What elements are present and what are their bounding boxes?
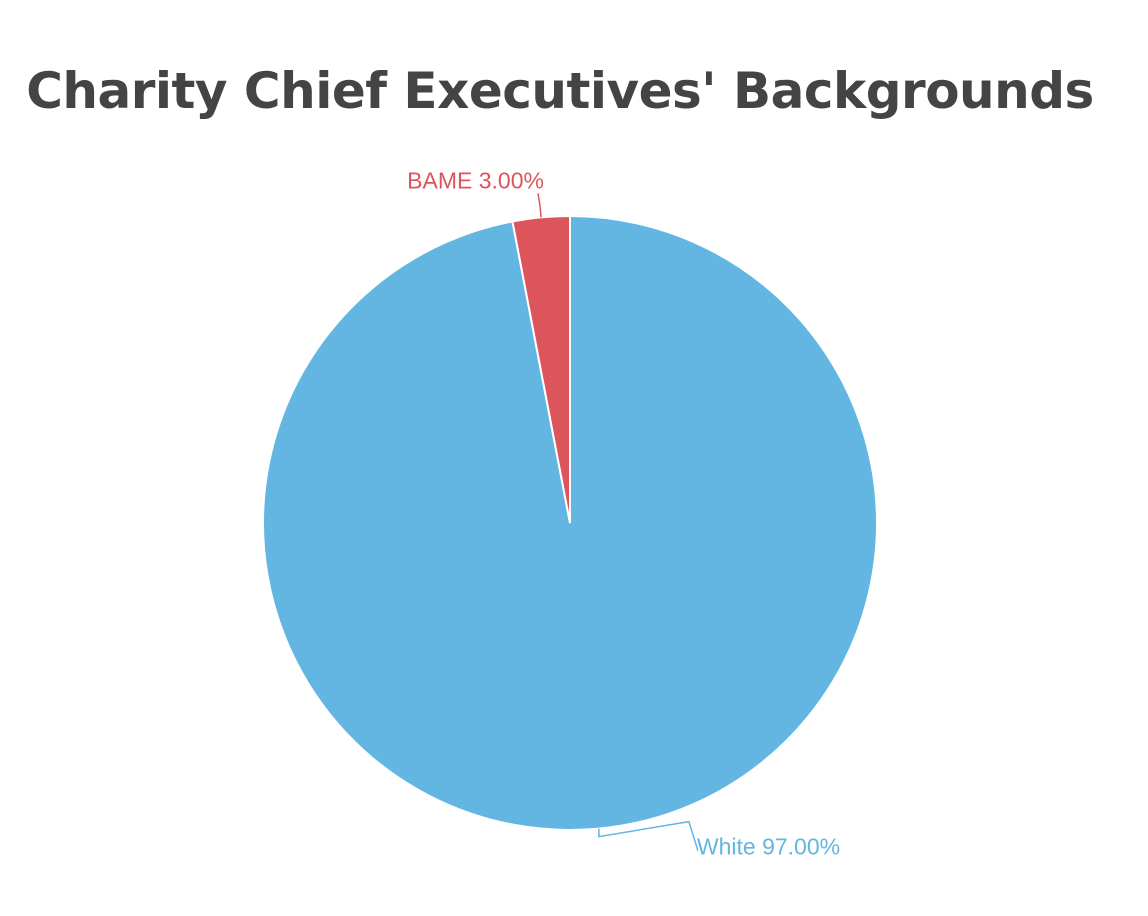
slice-label-group-white: White 97.00% xyxy=(598,820,840,860)
slice-label-white: White 97.00% xyxy=(697,834,840,860)
slice-label-group-bame: BAME 3.00% xyxy=(407,167,544,218)
slice-label-bame: BAME 3.00% xyxy=(407,167,544,193)
leader-line-bame xyxy=(537,193,542,218)
chart-title: Charity Chief Executives' Backgrounds xyxy=(26,62,1094,120)
leader-line-white xyxy=(598,820,699,851)
pie-slice-bame xyxy=(511,214,571,524)
